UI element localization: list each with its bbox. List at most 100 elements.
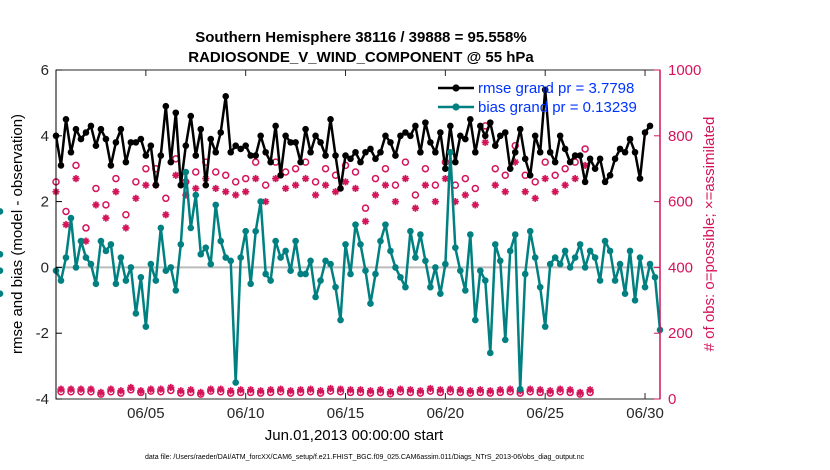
- rmse-marker: [467, 116, 474, 123]
- rmse-marker: [407, 132, 414, 140]
- rmse-marker: [247, 152, 254, 159]
- assimilated-marker-stroke: [512, 158, 519, 166]
- rmse-marker: [511, 148, 519, 156]
- rmse-marker: [302, 125, 309, 133]
- rmse-marker: [481, 132, 489, 140]
- assimilated-marker: [571, 174, 579, 183]
- bias-marker: [646, 260, 654, 268]
- assimilated-marker-stroke: [577, 389, 584, 396]
- possible-marker: [261, 181, 270, 189]
- rmse-marker: [387, 139, 394, 146]
- possible-marker: [411, 191, 420, 199]
- possible-marker: [192, 168, 200, 176]
- bias-marker: [252, 227, 259, 235]
- rmse-marker: [57, 162, 65, 169]
- y-right-tick-label: 600: [668, 194, 693, 211]
- rmse-marker: [297, 158, 304, 166]
- rmse-marker: [561, 145, 569, 153]
- bias-marker: [551, 254, 559, 261]
- assimilated-marker-stroke: [362, 218, 369, 225]
- bias-marker: [152, 277, 160, 284]
- bias-marker: [586, 247, 594, 255]
- assimilated-marker-stroke: [282, 185, 289, 192]
- rmse-marker: [631, 148, 639, 156]
- rmse-marker: [77, 135, 85, 143]
- bias-marker: [472, 316, 479, 324]
- assimilated-marker: [461, 191, 469, 199]
- bias-marker: [122, 277, 130, 284]
- assimilated-marker: [471, 201, 479, 209]
- assimilated-marker: [177, 387, 185, 395]
- bias-marker: [407, 227, 414, 235]
- assimilated-marker: [187, 386, 195, 394]
- bias-marker: [282, 247, 289, 255]
- rmse-marker: [566, 158, 574, 166]
- assimilated-marker-stroke: [586, 386, 594, 393]
- bias-marker: [87, 260, 95, 268]
- assimilated-marker: [232, 191, 240, 199]
- rmse-marker: [137, 135, 145, 143]
- assimilated-marker-stroke: [547, 387, 554, 394]
- x-axis: 06/05 06/10 06/15 06/20 06/25 06/30: [127, 70, 664, 422]
- bias-marker: [526, 227, 534, 235]
- bias-marker: [447, 148, 454, 156]
- assimilated-marker-stroke: [567, 386, 574, 393]
- assimilated-marker-stroke: [337, 386, 344, 393]
- assimilated-marker: [381, 181, 390, 189]
- assimilated-marker-stroke: [482, 139, 489, 146]
- bias-marker: [232, 379, 240, 386]
- bias-marker: [467, 231, 474, 238]
- bias-marker: [327, 260, 334, 268]
- assimilated-marker: [77, 385, 85, 393]
- bias-marker: [182, 168, 190, 176]
- assimilated-marker-stroke: [347, 386, 354, 393]
- assimilated-marker: [366, 387, 375, 395]
- rmse-marker: [207, 135, 215, 143]
- rmse-marker: [646, 122, 654, 130]
- possible-marker: [142, 164, 150, 173]
- rmse-marker: [277, 171, 284, 179]
- assimilated-marker: [257, 387, 265, 395]
- bias-marker: [606, 247, 614, 255]
- assimilated-marker-stroke: [507, 386, 514, 393]
- rmse-marker: [322, 152, 329, 159]
- bias-marker: [172, 287, 180, 294]
- rmse-marker: [606, 171, 614, 179]
- assimilated-marker-stroke: [392, 198, 399, 205]
- bias-marker: [462, 287, 469, 294]
- assimilated-marker-stroke: [442, 175, 449, 182]
- bias-marker: [157, 224, 165, 232]
- rmse-marker: [197, 125, 205, 133]
- assimilated-marker-stroke: [532, 195, 539, 202]
- possible-marker: [311, 178, 320, 186]
- bias-marker: [506, 247, 514, 255]
- bias-marker: [57, 277, 65, 284]
- assimilated-marker-stroke: [222, 188, 229, 195]
- bias-marker: [601, 237, 609, 245]
- assimilated-marker-stroke: [147, 386, 154, 393]
- possible-marker: [431, 181, 440, 189]
- assimilated-marker: [546, 387, 554, 395]
- rmse-marker: [442, 165, 449, 172]
- bias-marker: [626, 247, 634, 255]
- bias-marker: [566, 264, 574, 271]
- rmse-marker: [362, 148, 369, 156]
- bias-series: [0, 148, 664, 393]
- assimilated-marker: [172, 171, 180, 179]
- possible-marker: [351, 168, 360, 176]
- assimilated-marker: [301, 174, 310, 183]
- assimilated-marker: [466, 387, 474, 395]
- chart-title-line1: Southern Hemisphere 38116 / 39888 = 95.5…: [195, 29, 526, 46]
- assimilated-marker: [531, 194, 539, 202]
- possible-marker: [281, 168, 290, 176]
- rmse-marker: [232, 142, 240, 149]
- bias-marker: [217, 237, 225, 245]
- possible-marker: [561, 164, 569, 173]
- x-tick-label: 06/25: [526, 405, 564, 422]
- rmse-marker: [327, 116, 334, 123]
- bias-marker: [342, 241, 349, 248]
- rmse-marker: [317, 139, 324, 146]
- rmse-marker: [377, 148, 384, 156]
- rmse-marker: [422, 119, 429, 126]
- bias-marker: [312, 293, 319, 301]
